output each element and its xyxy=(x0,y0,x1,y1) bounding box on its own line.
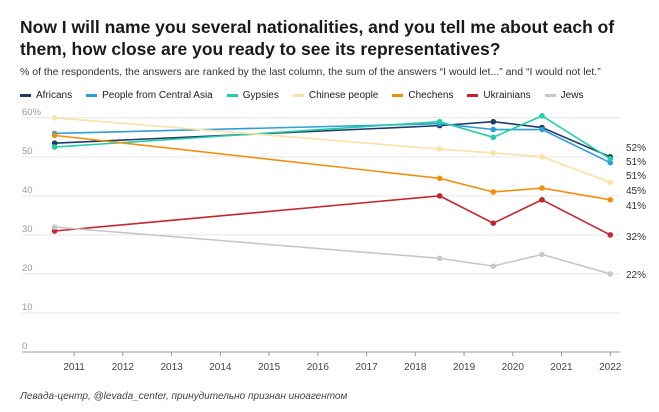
y-tick-label: 30 xyxy=(22,224,33,235)
data-point xyxy=(436,118,443,125)
data-point xyxy=(51,132,58,139)
data-point xyxy=(539,126,545,133)
data-point xyxy=(607,196,614,203)
data-point xyxy=(490,150,497,156)
y-tick-label: 10 xyxy=(22,302,33,313)
end-value-label: 52% xyxy=(626,143,646,154)
legend-label: Ukrainians xyxy=(483,90,531,101)
legend-label: Gypsies xyxy=(242,90,279,101)
legend-swatch xyxy=(20,94,31,97)
data-point xyxy=(607,271,614,277)
series-line xyxy=(54,195,611,236)
x-tick-label: 2014 xyxy=(209,362,232,373)
data-point xyxy=(490,189,497,195)
chart-title: Now I will name you several nationalitie… xyxy=(20,17,615,59)
end-value-label: 41% xyxy=(626,201,646,212)
legend-swatch xyxy=(292,94,304,97)
x-tick-label: 2017 xyxy=(355,362,378,373)
series-line xyxy=(54,117,611,183)
data-point xyxy=(539,154,545,160)
data-point xyxy=(436,146,443,152)
data-point xyxy=(490,220,497,226)
legend-label: Jews xyxy=(560,90,584,101)
data-point xyxy=(51,115,58,121)
data-point xyxy=(539,196,545,203)
data-point xyxy=(490,126,497,133)
y-tick-label: 60% xyxy=(22,107,42,118)
chart-subtitle: % of the respondents, the answers are ra… xyxy=(20,66,601,78)
legend-swatch xyxy=(544,94,556,97)
data-point xyxy=(490,134,497,141)
x-tick-label: 2020 xyxy=(502,362,525,373)
y-tick-label: 40 xyxy=(22,185,33,196)
legend-item: Jews xyxy=(544,90,584,101)
end-value-label: 51% xyxy=(626,171,646,182)
legend-swatch xyxy=(86,94,98,97)
x-tick-label: 2019 xyxy=(453,362,476,373)
data-point xyxy=(51,228,58,234)
data-point xyxy=(490,118,497,125)
legend-swatch xyxy=(467,94,479,97)
y-tick-label: 20 xyxy=(22,263,33,274)
x-tick-label: 2018 xyxy=(404,362,427,373)
data-point xyxy=(51,144,58,150)
source-note: Левада-центр, @levada_center, принудител… xyxy=(20,391,348,402)
series-line xyxy=(54,134,611,201)
data-point xyxy=(607,159,614,166)
data-point xyxy=(436,175,443,182)
legend-item: People from Central Asia xyxy=(86,90,213,101)
data-point xyxy=(539,251,545,258)
legend-label: Chinese people xyxy=(308,90,379,101)
legend-item: Chechens xyxy=(392,90,453,101)
data-point xyxy=(436,193,443,199)
end-value-label: 22% xyxy=(626,270,646,281)
legend-swatch xyxy=(392,94,404,97)
series-line xyxy=(54,226,611,275)
legend-item: Gypsies xyxy=(226,90,279,101)
data-point xyxy=(539,185,545,191)
x-tick-label: 2022 xyxy=(599,362,622,373)
legend-item: Africans xyxy=(20,90,72,101)
legend-label: Africans xyxy=(36,90,73,101)
data-point xyxy=(607,155,614,162)
data-point xyxy=(51,224,58,230)
x-tick-label: 2015 xyxy=(258,362,281,373)
y-tick-label: 50 xyxy=(22,146,33,157)
legend-label: Chechens xyxy=(408,90,454,101)
data-point xyxy=(539,113,545,119)
x-tick-label: 2021 xyxy=(550,362,573,373)
x-tick-label: 2013 xyxy=(160,362,183,373)
legend-swatch xyxy=(226,94,238,97)
y-tick-label: 0 xyxy=(22,341,27,352)
legend-label: People from Central Asia xyxy=(102,90,213,101)
data-point xyxy=(51,140,58,146)
series-line xyxy=(54,115,611,160)
data-point xyxy=(607,179,614,186)
data-point xyxy=(436,255,443,262)
x-tick-label: 2012 xyxy=(112,362,135,373)
data-point xyxy=(607,232,614,238)
data-point xyxy=(490,263,497,269)
end-value-label: 32% xyxy=(626,232,646,243)
end-value-label: 51% xyxy=(626,157,646,168)
end-value-label: 45% xyxy=(626,186,646,197)
legend-item: Chinese people xyxy=(292,90,379,101)
x-tick-label: 2016 xyxy=(307,362,330,373)
chart-legend: Africans People from Central Asia Gypsies C… xyxy=(20,90,597,101)
x-tick-label: 2011 xyxy=(63,362,85,373)
legend-item: Ukrainians xyxy=(467,90,531,101)
